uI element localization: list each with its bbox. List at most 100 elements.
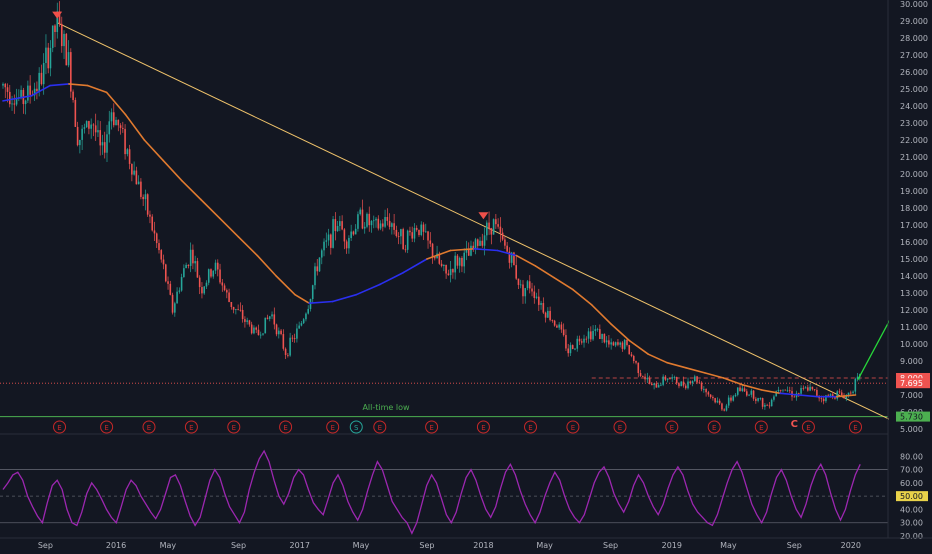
candle-body	[221, 282, 224, 286]
time-axis[interactable]: Sep 2016 May Sep 2017 May Sep 2018 May Sep 2019 May…	[0, 537, 932, 550]
candle	[131, 163, 133, 182]
earnings-marker[interactable]: E	[326, 420, 340, 434]
earnings-marker[interactable]: E	[754, 420, 768, 434]
candle-body	[56, 11, 59, 32]
candle-body	[350, 231, 352, 238]
rsi-pane[interactable]	[0, 449, 888, 535]
candle-body	[167, 281, 169, 284]
candle	[183, 264, 185, 278]
candle	[617, 339, 619, 347]
candle-body	[755, 398, 757, 401]
earnings-marker-letter: E	[429, 424, 433, 432]
candle	[42, 53, 45, 95]
candle	[287, 353, 289, 358]
sell-signal-icon[interactable]	[478, 212, 489, 220]
candle-body	[519, 284, 522, 286]
candle	[474, 237, 477, 255]
candle-body	[463, 252, 466, 267]
candle	[608, 335, 610, 348]
earnings-marker[interactable]: E	[142, 420, 156, 434]
candle-body	[524, 288, 527, 297]
moving-average-segment	[105, 91, 127, 116]
candle	[400, 228, 402, 245]
moving-average-segment	[835, 394, 857, 398]
candle	[524, 287, 527, 304]
earnings-marker[interactable]: E	[613, 420, 627, 434]
earnings-marker[interactable]: E	[425, 420, 439, 434]
rsi-line[interactable]	[2, 449, 861, 535]
price-pane[interactable]	[0, 1, 899, 435]
candle	[259, 331, 262, 339]
earnings-marker[interactable]: E	[801, 420, 815, 434]
earnings-marker[interactable]: E	[227, 420, 241, 434]
moving-average-segment	[162, 159, 183, 182]
candle-body	[854, 379, 857, 392]
candle-body	[302, 319, 305, 324]
candle	[809, 383, 811, 392]
earnings-marker[interactable]: E	[849, 420, 863, 434]
earnings-marker[interactable]: E	[707, 420, 721, 434]
earnings-marker[interactable]: E	[373, 420, 387, 434]
candle-body	[415, 227, 418, 230]
split-marker-icon[interactable]: C	[791, 419, 798, 430]
candle-body	[431, 243, 434, 258]
candle	[666, 378, 669, 383]
candle-body	[635, 361, 637, 363]
earnings-marker[interactable]: E	[665, 420, 679, 434]
candle	[280, 328, 282, 336]
earnings-marker[interactable]: E	[566, 420, 580, 434]
moving-average-segment	[572, 288, 593, 306]
earnings-marker-letter: E	[104, 424, 108, 432]
earnings-marker[interactable]: E	[53, 420, 67, 434]
candle-body	[653, 383, 655, 386]
price-axis-background	[889, 0, 932, 550]
candle-body	[689, 381, 692, 384]
candle	[689, 380, 692, 385]
candle-body	[605, 340, 608, 343]
time-tick-label: Sep	[419, 541, 434, 550]
candle	[65, 32, 68, 66]
candle-body	[404, 249, 407, 251]
price-tick-label: 25.000	[900, 85, 928, 94]
earnings-marker[interactable]: E	[524, 420, 538, 434]
support-price-label-background	[896, 411, 930, 422]
earnings-marker-letter: E	[571, 424, 575, 432]
candle	[565, 329, 567, 352]
candle	[323, 238, 325, 257]
candle-body	[38, 72, 40, 92]
descending-trendline[interactable]	[56, 22, 896, 423]
earnings-marker[interactable]: E	[476, 420, 490, 434]
candle	[275, 323, 278, 337]
candle-body	[189, 249, 192, 266]
candle-body	[802, 387, 805, 389]
earnings-marker-icon	[100, 420, 114, 434]
candle	[386, 208, 389, 226]
candle-body	[325, 240, 328, 242]
earnings-marker[interactable]: E	[184, 420, 198, 434]
candle-body	[580, 341, 583, 343]
earnings-marker-letter: E	[853, 424, 857, 432]
candle	[368, 206, 371, 232]
candle-body	[696, 376, 698, 383]
candle-body	[192, 249, 194, 264]
earnings-marker[interactable]: E	[100, 420, 114, 434]
candle-body	[508, 251, 511, 263]
dividend-marker[interactable]: S	[349, 420, 363, 434]
candle-body	[94, 125, 97, 133]
candle	[542, 297, 545, 315]
candle-body	[709, 394, 712, 397]
candle-body	[813, 389, 816, 391]
candle	[558, 322, 560, 330]
earnings-marker[interactable]: E	[279, 420, 293, 434]
candle-body	[300, 323, 303, 326]
candle	[696, 375, 698, 385]
sell-signal-icon[interactable]	[52, 11, 63, 19]
candle-body	[621, 342, 624, 349]
candle-body	[551, 320, 554, 321]
price-axis[interactable]: 30.000 29.000 28.000 27.000 26.000 25.000 24.0…	[887, 0, 932, 550]
candle	[189, 242, 192, 273]
candle	[443, 264, 445, 272]
candle	[592, 325, 594, 341]
